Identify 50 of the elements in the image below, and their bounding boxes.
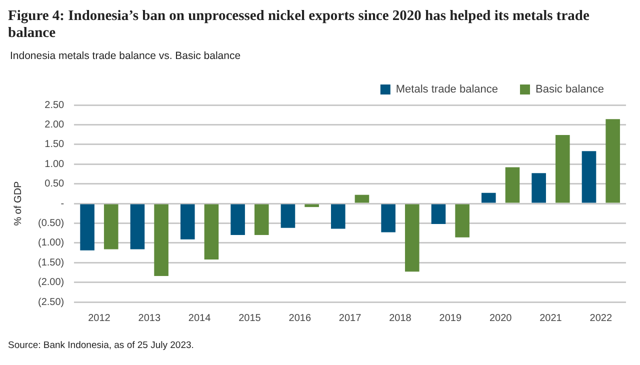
y-tick-label: (1.50) (38, 257, 64, 268)
y-tick-label: (0.50) (38, 218, 64, 229)
y-tick-label: (2.00) (38, 277, 64, 288)
source-note: Source: Bank Indonesia, as of 25 July 2023. (8, 340, 195, 351)
bar (431, 204, 446, 224)
y-tick-label: (1.00) (38, 238, 64, 249)
bar (280, 204, 296, 228)
x-tick-label: 2021 (540, 312, 562, 324)
y-axis-title: % of GDP (12, 180, 24, 226)
bar (254, 204, 269, 236)
bar (80, 204, 94, 250)
x-tick-label: 2012 (88, 312, 111, 324)
bar (381, 204, 396, 232)
x-tick-label: 2020 (489, 312, 512, 324)
y-tick-label: 2.50 (44, 100, 65, 111)
bar (532, 173, 546, 203)
x-tick-label: 2016 (288, 312, 312, 324)
x-tick-label: 2015 (238, 312, 262, 324)
bar (230, 204, 245, 236)
x-tick-label: 2019 (439, 312, 462, 324)
x-tick-label: 2014 (188, 312, 212, 324)
bar (606, 119, 620, 203)
legend-label: Basic balance (536, 84, 604, 96)
bar (455, 204, 470, 238)
x-tick-label: 2018 (389, 312, 412, 324)
y-tick-label: 1.00 (44, 158, 65, 170)
bar (154, 204, 168, 276)
chart-title: Figure 4: Indonesia’s ban on unprocessed nickel exports since 2020 has helped its metals trade balance (8, 8, 590, 42)
y-tick-label: 2.00 (44, 119, 65, 130)
bar (130, 204, 145, 250)
y-tick-label: - (60, 198, 64, 210)
bar (104, 204, 118, 250)
legend-label: Metals trade balance (396, 84, 498, 96)
bar (304, 204, 319, 208)
bar (354, 194, 370, 203)
bar (204, 204, 219, 260)
bar (180, 204, 195, 240)
y-tick-label: (2.50) (38, 296, 64, 308)
x-tick-label: 2017 (338, 312, 362, 324)
bar (556, 134, 570, 203)
bar (405, 204, 420, 272)
chart-subtitle: Indonesia metals trade balance vs. Basic balance (10, 50, 242, 62)
x-tick-label: 2022 (590, 312, 612, 324)
y-tick-label: 0.50 (44, 178, 65, 190)
bar (505, 167, 520, 203)
y-tick-label: 1.50 (44, 139, 65, 150)
x-tick-label: 2013 (138, 312, 161, 324)
bar (330, 204, 346, 229)
bar (582, 151, 596, 203)
bar (482, 192, 496, 203)
